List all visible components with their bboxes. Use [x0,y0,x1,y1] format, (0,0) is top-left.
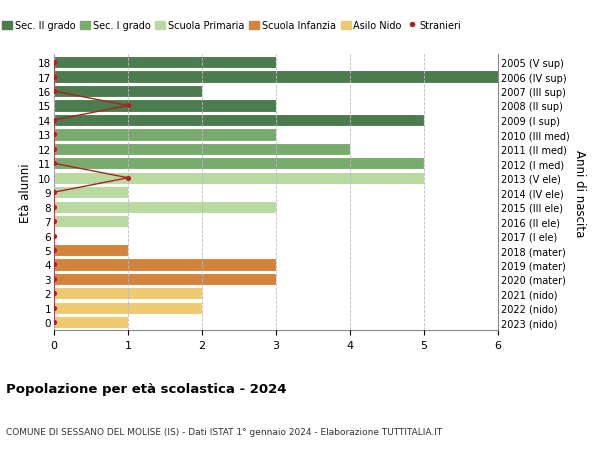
Bar [54,244,128,257]
Point [49,160,59,168]
Y-axis label: Età alunni: Età alunni [19,163,32,223]
Bar [54,86,202,98]
Point [49,59,59,67]
Point [49,117,59,124]
Point [49,218,59,225]
Bar [54,302,202,314]
Point [49,74,59,81]
Bar [54,172,424,185]
Bar [54,201,276,213]
Text: Popolazione per età scolastica - 2024: Popolazione per età scolastica - 2024 [6,382,287,395]
Point [123,175,133,182]
Point [49,290,59,297]
Bar [54,129,276,141]
Bar [54,316,128,329]
Bar [54,143,350,156]
Point [49,247,59,254]
Bar [54,158,424,170]
Bar [54,100,276,112]
Point [49,146,59,153]
Point [49,261,59,269]
Point [49,275,59,283]
Bar [54,215,128,228]
Point [49,203,59,211]
Text: COMUNE DI SESSANO DEL MOLISE (IS) - Dati ISTAT 1° gennaio 2024 - Elaborazione TU: COMUNE DI SESSANO DEL MOLISE (IS) - Dati… [6,427,442,436]
Point [49,232,59,240]
Point [123,103,133,110]
Legend: Sec. II grado, Sec. I grado, Scuola Primaria, Scuola Infanzia, Asilo Nido, Stran: Sec. II grado, Sec. I grado, Scuola Prim… [0,17,465,35]
Bar [54,115,424,127]
Point [49,88,59,95]
Point [49,131,59,139]
Point [49,319,59,326]
Bar [54,288,202,300]
Point [49,304,59,312]
Bar [54,57,276,69]
Bar [54,259,276,271]
Bar [54,187,128,199]
Bar [54,273,276,285]
Y-axis label: Anni di nascita: Anni di nascita [573,149,586,236]
Bar [54,71,498,84]
Point [49,189,59,196]
